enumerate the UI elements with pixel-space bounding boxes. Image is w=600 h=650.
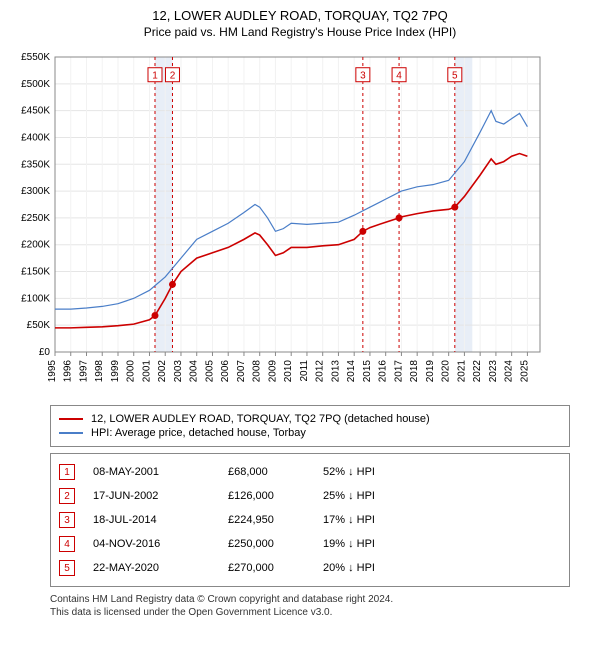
sale-date: 08-MAY-2001: [93, 466, 228, 478]
sale-pct: 52% ↓ HPI: [323, 466, 561, 478]
svg-text:2006: 2006: [220, 360, 231, 383]
sale-marker-icon: 3: [59, 512, 75, 528]
footer-line2: This data is licensed under the Open Gov…: [50, 606, 570, 619]
legend-label-hpi: HPI: Average price, detached house, Torb…: [91, 427, 306, 439]
legend: 12, LOWER AUDLEY ROAD, TORQUAY, TQ2 7PQ …: [50, 405, 570, 447]
svg-text:£250K: £250K: [21, 213, 50, 224]
svg-text:3: 3: [360, 71, 366, 82]
svg-text:2015: 2015: [362, 360, 373, 383]
svg-text:2012: 2012: [315, 360, 326, 383]
sale-date: 17-JUN-2002: [93, 490, 228, 502]
footer-attribution: Contains HM Land Registry data © Crown c…: [50, 593, 570, 619]
svg-text:£150K: £150K: [21, 267, 50, 278]
svg-text:£100K: £100K: [21, 293, 50, 304]
sale-price: £270,000: [228, 562, 323, 574]
sale-price: £68,000: [228, 466, 323, 478]
sale-price: £126,000: [228, 490, 323, 502]
svg-text:2023: 2023: [488, 360, 499, 383]
sale-marker-icon: 4: [59, 536, 75, 552]
sales-row: 5 22-MAY-2020£270,00020% ↓ HPI: [59, 556, 561, 580]
svg-text:2002: 2002: [157, 360, 168, 383]
svg-text:2021: 2021: [456, 360, 467, 383]
legend-label-property: 12, LOWER AUDLEY ROAD, TORQUAY, TQ2 7PQ …: [91, 413, 430, 425]
svg-text:£0: £0: [39, 347, 51, 358]
svg-text:2017: 2017: [393, 360, 404, 383]
svg-text:2016: 2016: [378, 360, 389, 383]
svg-text:2010: 2010: [283, 360, 294, 383]
svg-text:2022: 2022: [472, 360, 483, 383]
svg-text:2004: 2004: [189, 360, 200, 383]
svg-text:2: 2: [170, 71, 176, 82]
svg-text:2014: 2014: [346, 360, 357, 383]
footer-line1: Contains HM Land Registry data © Crown c…: [50, 593, 570, 606]
svg-text:£50K: £50K: [27, 320, 51, 331]
svg-text:2008: 2008: [252, 360, 263, 383]
svg-text:1997: 1997: [78, 360, 89, 383]
sales-row: 3 18-JUL-2014£224,95017% ↓ HPI: [59, 508, 561, 532]
legend-item-property: 12, LOWER AUDLEY ROAD, TORQUAY, TQ2 7PQ …: [59, 412, 561, 426]
svg-text:£350K: £350K: [21, 159, 50, 170]
svg-text:2013: 2013: [330, 360, 341, 383]
legend-item-hpi: HPI: Average price, detached house, Torb…: [59, 426, 561, 440]
svg-text:1996: 1996: [63, 360, 74, 383]
sale-price: £224,950: [228, 514, 323, 526]
svg-text:2005: 2005: [204, 360, 215, 383]
chart-subtitle: Price paid vs. HM Land Registry's House …: [0, 23, 600, 47]
svg-text:£200K: £200K: [21, 240, 50, 251]
svg-text:2001: 2001: [141, 360, 152, 383]
svg-text:£450K: £450K: [21, 106, 50, 117]
sale-marker-icon: 2: [59, 488, 75, 504]
svg-text:2024: 2024: [504, 360, 515, 383]
legend-swatch-property: [59, 418, 83, 420]
sale-marker-icon: 1: [59, 464, 75, 480]
sale-pct: 20% ↓ HPI: [323, 562, 561, 574]
sales-row: 1 08-MAY-2001£68,00052% ↓ HPI: [59, 460, 561, 484]
svg-text:2018: 2018: [409, 360, 420, 383]
svg-text:£400K: £400K: [21, 132, 50, 143]
sale-date: 22-MAY-2020: [93, 562, 228, 574]
sale-pct: 19% ↓ HPI: [323, 538, 561, 550]
svg-text:4: 4: [396, 71, 402, 82]
legend-swatch-hpi: [59, 432, 83, 434]
svg-text:5: 5: [452, 71, 458, 82]
sale-pct: 17% ↓ HPI: [323, 514, 561, 526]
svg-text:2025: 2025: [519, 360, 530, 383]
svg-text:1: 1: [152, 71, 158, 82]
svg-text:£300K: £300K: [21, 186, 50, 197]
svg-text:1999: 1999: [110, 360, 121, 383]
svg-text:1998: 1998: [94, 360, 105, 383]
svg-text:2020: 2020: [441, 360, 452, 383]
svg-text:£500K: £500K: [21, 79, 50, 90]
svg-text:£550K: £550K: [21, 52, 50, 63]
price-chart: £0 £50K £100K £150K £200K £250K £300K £350K £400…: [0, 47, 560, 397]
sale-date: 18-JUL-2014: [93, 514, 228, 526]
svg-text:2007: 2007: [236, 360, 247, 383]
sales-row: 4 04-NOV-2016£250,00019% ↓ HPI: [59, 532, 561, 556]
sale-price: £250,000: [228, 538, 323, 550]
svg-text:2009: 2009: [267, 360, 278, 383]
sales-row: 2 17-JUN-2002£126,00025% ↓ HPI: [59, 484, 561, 508]
sale-date: 04-NOV-2016: [93, 538, 228, 550]
chart-title: 12, LOWER AUDLEY ROAD, TORQUAY, TQ2 7PQ: [0, 0, 600, 23]
svg-text:1995: 1995: [47, 360, 58, 383]
sales-table: 1 08-MAY-2001£68,00052% ↓ HPI 2 17-JUN-2002…: [50, 453, 570, 587]
svg-text:2011: 2011: [299, 360, 310, 382]
svg-text:2019: 2019: [425, 360, 436, 383]
svg-text:2003: 2003: [173, 360, 184, 383]
sale-pct: 25% ↓ HPI: [323, 490, 561, 502]
svg-text:2000: 2000: [126, 360, 137, 383]
sale-marker-icon: 5: [59, 560, 75, 576]
